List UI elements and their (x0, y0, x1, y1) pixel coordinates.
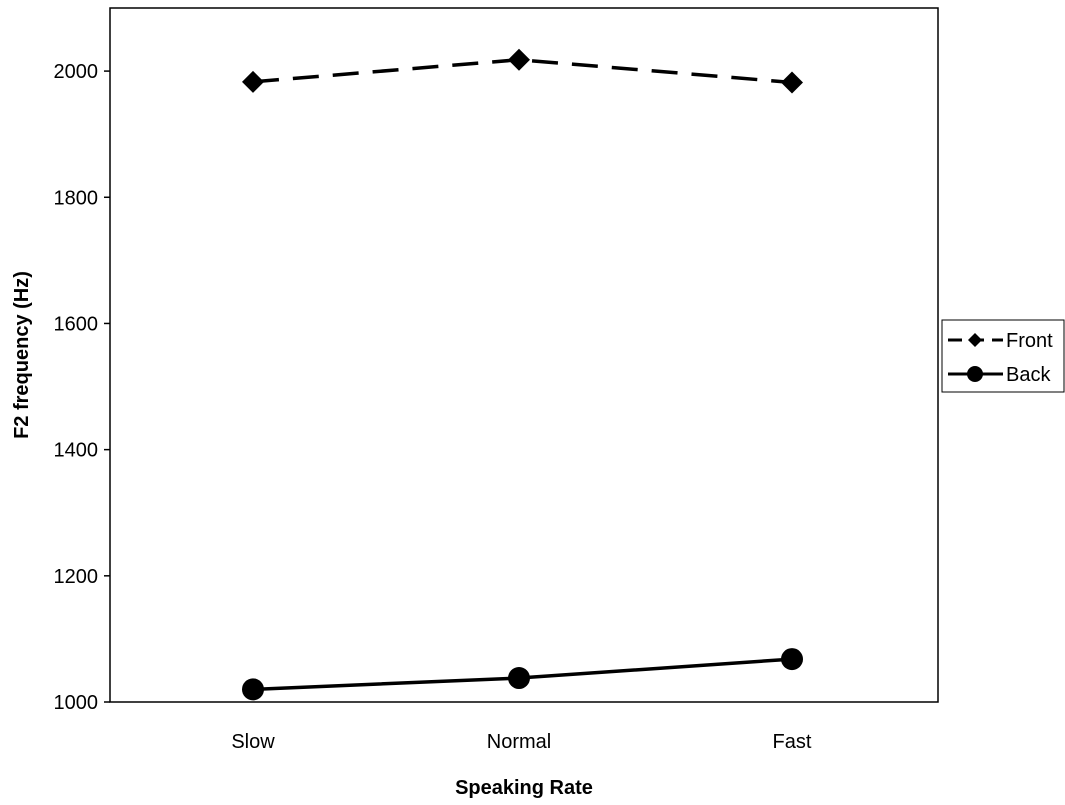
data-point-front (242, 70, 264, 93)
y-axis-title: F2 frequency (Hz) (11, 271, 33, 439)
data-point-back (508, 667, 530, 690)
y-tick-label: 1400 (54, 440, 99, 462)
plot-area (109, 7, 939, 703)
y-tick-label: 1200 (54, 566, 99, 588)
legend-box (941, 319, 1065, 393)
y-axis: 1000 1200 1400 1600 1800 2000 (54, 61, 110, 714)
y-tick-label: 2000 (54, 61, 99, 83)
y-tick-label: 1800 (54, 187, 99, 209)
y-tick-label: 1000 (54, 692, 99, 714)
legend-back-label: Back (1006, 364, 1051, 386)
data-point-front (508, 48, 530, 71)
data-point-back (781, 648, 803, 671)
x-tick-label: Slow (231, 731, 275, 753)
x-axis: Slow Normal Fast (231, 731, 812, 753)
x-tick-label: Fast (773, 731, 812, 753)
legend-front-label: Front (1006, 330, 1053, 352)
legend-front-marker (968, 333, 982, 347)
data-point-back (242, 678, 264, 701)
x-axis-title: Speaking Rate (455, 777, 593, 799)
legend-back-marker (967, 366, 983, 382)
series-layer (242, 48, 803, 701)
legend: Front Back (941, 319, 1065, 393)
series-line-front (252, 57, 793, 85)
x-tick-label: Normal (487, 731, 551, 753)
y-tick-label: 1600 (54, 313, 99, 335)
data-point-front (781, 71, 803, 94)
